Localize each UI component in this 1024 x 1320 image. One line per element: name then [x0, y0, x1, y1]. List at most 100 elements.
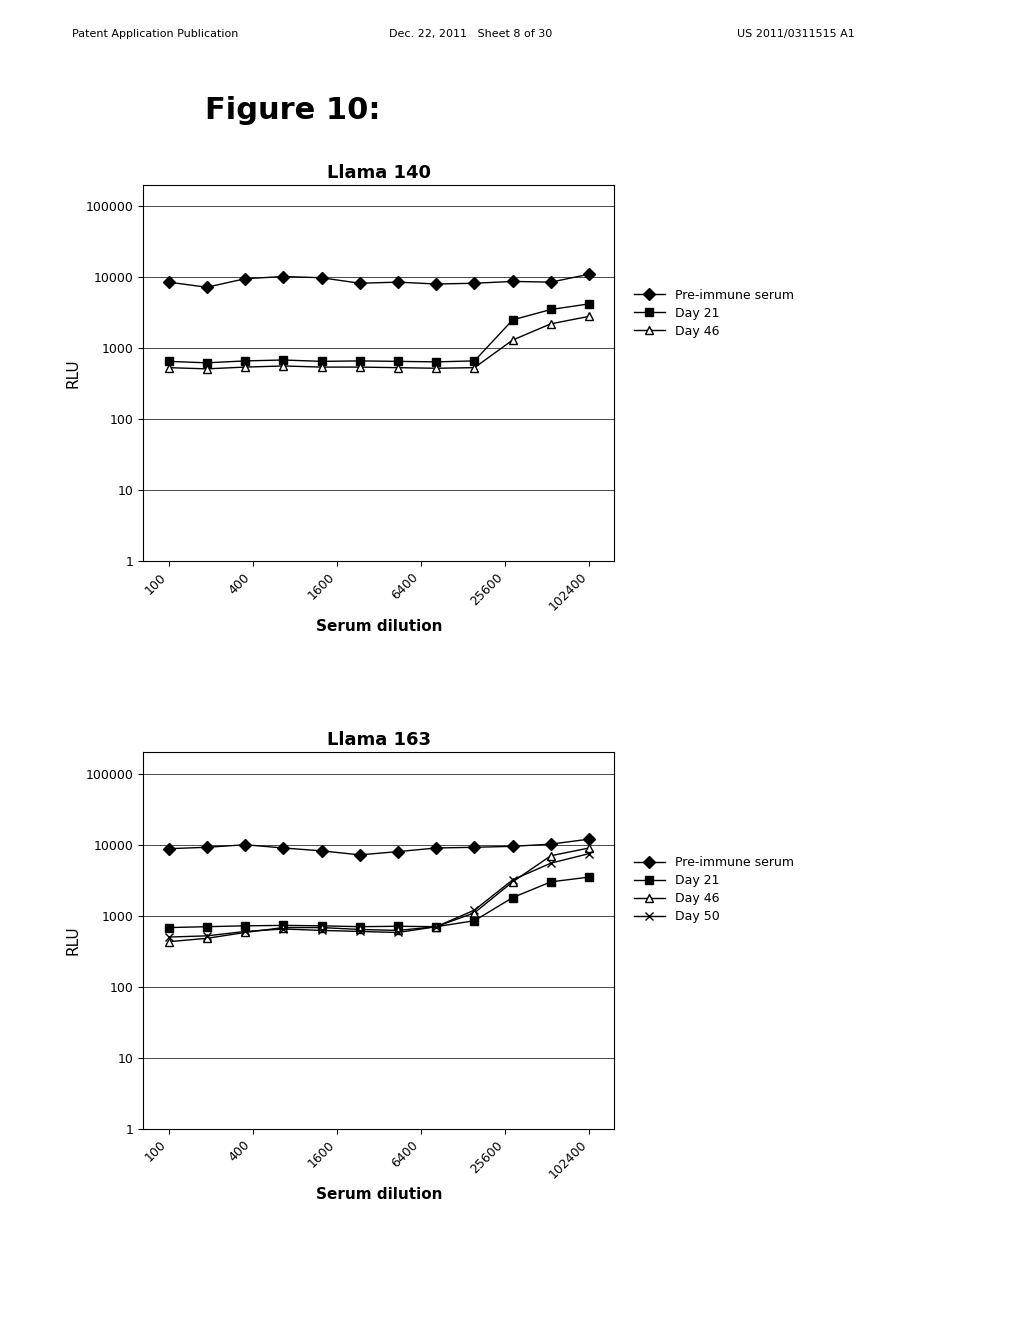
Day 46 [583, 840, 595, 855]
Day 50 [163, 929, 175, 945]
Day 21 [583, 296, 595, 312]
Day 50 [239, 924, 251, 940]
Legend: Pre-immune serum, Day 21, Day 46: Pre-immune serum, Day 21, Day 46 [630, 285, 798, 342]
Day 46 [392, 923, 404, 939]
Pre-immune serum [430, 276, 442, 292]
Day 21 [163, 920, 175, 936]
Pre-immune serum [278, 268, 290, 284]
Day 50 [507, 873, 519, 888]
Day 21 [353, 919, 366, 935]
X-axis label: Serum dilution: Serum dilution [315, 1187, 442, 1201]
Day 46 [278, 358, 290, 374]
Day 21 [278, 352, 290, 368]
Day 46 [278, 920, 290, 936]
Line: Day 21: Day 21 [165, 873, 593, 932]
Day 21 [315, 354, 328, 370]
Pre-immune serum [201, 840, 213, 855]
Pre-immune serum [507, 273, 519, 289]
Line: Day 50: Day 50 [165, 850, 593, 941]
Pre-immune serum [239, 271, 251, 286]
Day 21 [239, 917, 251, 933]
Day 46 [239, 359, 251, 375]
Day 46 [163, 360, 175, 376]
Pre-immune serum [507, 838, 519, 854]
Day 21 [583, 869, 595, 884]
Pre-immune serum [583, 267, 595, 282]
Y-axis label: RLU: RLU [66, 358, 80, 388]
Pre-immune serum [430, 840, 442, 855]
Day 46 [201, 360, 213, 376]
Day 46 [468, 360, 480, 376]
Day 46 [545, 315, 557, 331]
X-axis label: Serum dilution: Serum dilution [315, 619, 442, 634]
Day 21 [392, 919, 404, 935]
Line: Pre-immune serum: Pre-immune serum [165, 836, 593, 859]
Pre-immune serum [468, 840, 480, 855]
Day 46 [239, 924, 251, 940]
Day 21 [201, 919, 213, 935]
Day 50 [545, 855, 557, 871]
Pre-immune serum [392, 275, 404, 290]
Pre-immune serum [392, 843, 404, 859]
Pre-immune serum [201, 280, 213, 296]
Day 50 [430, 919, 442, 935]
Day 46 [392, 360, 404, 376]
Day 21 [239, 352, 251, 368]
Legend: Pre-immune serum, Day 21, Day 46, Day 50: Pre-immune serum, Day 21, Day 46, Day 50 [630, 853, 798, 927]
Day 46 [201, 931, 213, 946]
Line: Pre-immune serum: Pre-immune serum [165, 271, 593, 292]
Day 46 [583, 309, 595, 325]
Day 46 [430, 360, 442, 376]
Day 46 [430, 919, 442, 935]
Day 46 [315, 359, 328, 375]
Line: Day 46: Day 46 [165, 843, 593, 946]
Pre-immune serum [545, 836, 557, 851]
Day 21 [545, 301, 557, 317]
Day 50 [278, 921, 290, 937]
Line: Day 21: Day 21 [165, 300, 593, 367]
Day 21 [201, 355, 213, 371]
Pre-immune serum [545, 275, 557, 290]
Day 21 [430, 919, 442, 935]
Text: Dec. 22, 2011   Sheet 8 of 30: Dec. 22, 2011 Sheet 8 of 30 [389, 29, 552, 40]
Day 21 [430, 354, 442, 370]
Pre-immune serum [315, 843, 328, 859]
Pre-immune serum [468, 276, 480, 292]
Y-axis label: RLU: RLU [66, 925, 80, 956]
Text: US 2011/0311515 A1: US 2011/0311515 A1 [737, 29, 855, 40]
Day 21 [468, 352, 480, 368]
Day 21 [507, 890, 519, 906]
Pre-immune serum [239, 837, 251, 853]
Day 21 [163, 354, 175, 370]
Day 50 [353, 924, 366, 940]
Day 50 [583, 846, 595, 862]
Day 21 [545, 874, 557, 890]
Line: Day 46: Day 46 [165, 313, 593, 374]
Day 46 [353, 921, 366, 937]
Pre-immune serum [163, 275, 175, 290]
Text: Figure 10:: Figure 10: [205, 96, 380, 125]
Day 50 [392, 924, 404, 940]
Day 50 [315, 923, 328, 939]
Day 46 [545, 847, 557, 863]
Day 21 [353, 352, 366, 368]
Pre-immune serum [353, 276, 366, 292]
Day 46 [315, 920, 328, 936]
Pre-immune serum [583, 832, 595, 847]
Day 46 [507, 874, 519, 890]
Day 21 [507, 312, 519, 327]
Pre-immune serum [315, 269, 328, 285]
Title: Llama 163: Llama 163 [327, 731, 431, 750]
Pre-immune serum [278, 840, 290, 855]
Day 50 [201, 928, 213, 944]
Day 46 [163, 933, 175, 949]
Day 46 [507, 333, 519, 348]
Day 21 [392, 354, 404, 370]
Day 50 [468, 902, 480, 917]
Day 46 [468, 904, 480, 920]
Day 21 [278, 917, 290, 933]
Day 21 [315, 917, 328, 933]
Text: Patent Application Publication: Patent Application Publication [72, 29, 238, 40]
Pre-immune serum [163, 841, 175, 857]
Day 46 [353, 359, 366, 375]
